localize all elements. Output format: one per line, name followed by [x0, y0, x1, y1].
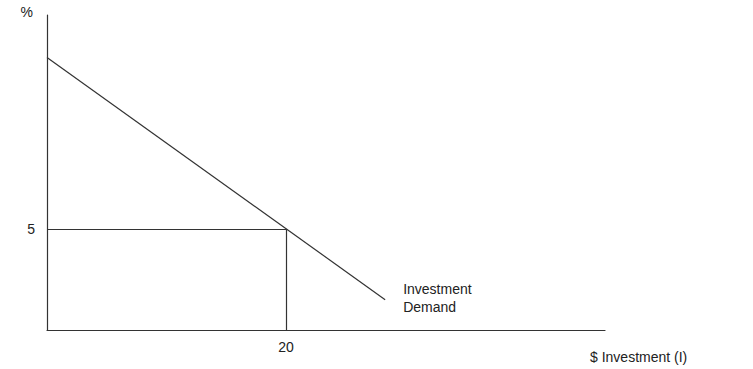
svg-text:5: 5: [27, 221, 35, 237]
svg-text:$ Investment (I): $ Investment (I): [590, 349, 687, 365]
svg-text:20: 20: [278, 339, 294, 355]
svg-text:Demand: Demand: [403, 299, 456, 315]
svg-text:%: %: [21, 4, 33, 20]
svg-text:Investment: Investment: [403, 281, 472, 297]
